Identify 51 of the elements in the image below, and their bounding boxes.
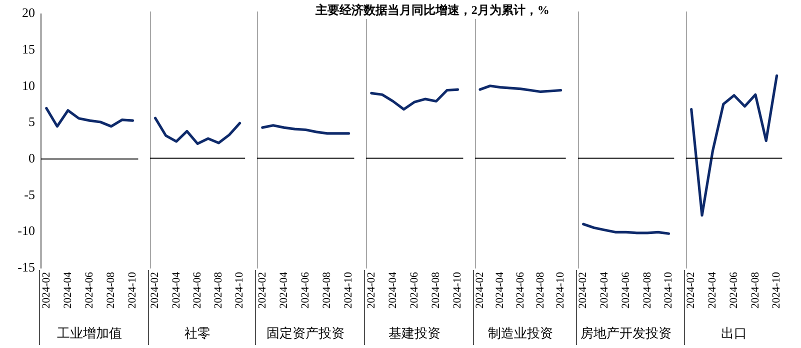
x-tick-label: 2024-06 [299, 272, 312, 309]
x-tick-label: 2024-08 [534, 272, 546, 309]
x-tick-label: 2024-08 [105, 272, 118, 309]
x-tick-label: 2024-08 [212, 272, 225, 309]
x-tick-label: 2024-06 [83, 272, 96, 309]
x-tick-label: 2024-02 [474, 272, 486, 309]
x-tick-label: 2024-06 [514, 272, 526, 309]
x-tick-label: 2024-04 [62, 272, 74, 309]
chart-title: 主要经济数据当月同比增速，2月为累计，% [313, 2, 552, 19]
x-tick-label: 2024-02 [149, 272, 162, 309]
x-tick-label: 2024-10 [554, 272, 567, 309]
x-tick-label: 2024-06 [620, 272, 632, 309]
x-axis-title: 房地产开发投资 [580, 325, 672, 340]
x-tick-label: 2024-10 [452, 272, 464, 309]
y-tick-label: 10 [22, 78, 35, 93]
x-tick-label: 2024-08 [749, 272, 762, 309]
x-tick-label: 2024-08 [321, 272, 334, 309]
x-tick-label: 2024-10 [662, 272, 675, 309]
x-tick-label: 2024-04 [706, 272, 719, 309]
y-tick-label: 20 [22, 5, 35, 20]
y-tick-label: 5 [28, 114, 35, 130]
x-tick-label: 2024-02 [685, 272, 698, 309]
x-tick-label: 2024-02 [256, 272, 268, 309]
y-tick-label: -10 [18, 223, 35, 238]
x-tick-label: 2024-06 [408, 272, 420, 309]
x-tick-label: 2024-10 [126, 272, 139, 309]
x-tick-label: 2024-08 [430, 272, 442, 309]
x-axis-title: 制造业投资 [488, 325, 553, 340]
y-tick-label: 0 [28, 150, 35, 166]
x-axis-title: 固定资产投资 [266, 325, 345, 340]
x-axis-title: 社零 [184, 325, 211, 340]
x-tick-label: 2024-04 [278, 272, 290, 309]
x-tick-label: 2024-04 [170, 272, 182, 309]
x-axis-title: 基建投资 [388, 325, 441, 340]
y-tick-label: -5 [24, 186, 35, 202]
x-tick-label: 2024-10 [770, 272, 783, 309]
x-axis-title: 出口 [721, 325, 748, 340]
x-tick-label: 2024-10 [234, 272, 246, 309]
x-tick-label: 2024-04 [386, 272, 399, 309]
y-tick-label: -15 [18, 259, 35, 274]
x-tick-label: 2024-08 [641, 272, 654, 309]
x-tick-label: 2024-02 [577, 272, 590, 309]
x-tick-label: 2024-02 [40, 272, 52, 309]
y-tick-label: 15 [22, 42, 35, 57]
x-tick-label: 2024-02 [365, 272, 378, 309]
x-tick-label: 2024-10 [342, 272, 355, 309]
x-tick-label: 2024-06 [728, 272, 740, 309]
x-tick-label: 2024-04 [494, 272, 506, 309]
x-axis-title: 工业增加值 [57, 325, 122, 340]
x-tick-label: 2024-06 [191, 272, 204, 309]
x-tick-label: 2024-04 [598, 272, 611, 309]
